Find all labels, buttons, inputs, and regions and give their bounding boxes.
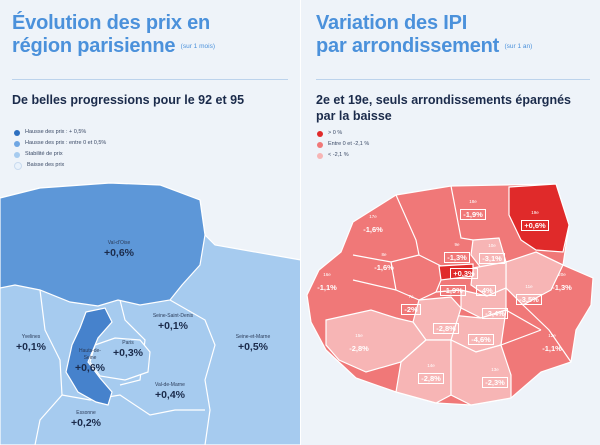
right-legend: > 0 % Entre 0 et -2,1 % < -2,1 % bbox=[317, 128, 369, 161]
right-title-suffix: (sur 1 an) bbox=[504, 43, 533, 51]
arr-borders bbox=[352, 185, 572, 363]
arr-label-11: 11e -3,5% bbox=[511, 284, 547, 307]
arr-label-17: 17e -1,6% bbox=[363, 214, 383, 234]
arr-label-7: 7e -2% bbox=[396, 294, 426, 317]
right-title: Variation des IPI par arrondissement (su… bbox=[316, 12, 532, 58]
left-title-line1: Évolution des prix en bbox=[12, 12, 211, 34]
left-legend-item: Stabilité de prix bbox=[14, 149, 106, 160]
legend-label: Hausse des prix : + 0,5% bbox=[25, 129, 87, 135]
region-hauts-de-seine bbox=[65, 307, 113, 406]
legend-label: Stabilité de prix bbox=[25, 151, 63, 157]
label-val-doise: Val-d'Oise +0,6% bbox=[103, 240, 135, 259]
right-title-line1: Variation des IPI bbox=[316, 12, 468, 34]
legend-swatch bbox=[317, 152, 323, 159]
arr-label-8: 8e -1,6% bbox=[374, 252, 394, 272]
left-legend-item: Baisse des prix bbox=[14, 160, 106, 171]
arr-label-5: 5e-4,6% bbox=[464, 329, 498, 347]
label-val-de-marne: Val-de-Marne +0,4% bbox=[154, 382, 186, 401]
arr-label-19: 19e +0,6% bbox=[517, 210, 553, 233]
left-legend: Hausse des prix : + 0,5% Hausse des prix… bbox=[14, 127, 106, 171]
arr-label-10: 10e -3,1% bbox=[475, 243, 509, 266]
right-subtitle: 2e et 19e, seuls arrondissements épargné… bbox=[316, 93, 571, 123]
legend-label: > 0 % bbox=[328, 130, 343, 136]
ile-de-france-map bbox=[0, 182, 301, 445]
label-seine-saint-denis: Seine-Saint-Denis +0,1% bbox=[152, 313, 194, 332]
left-legend-item: Hausse des prix : entre 0 et 0,5% bbox=[14, 138, 106, 149]
legend-label: Entre 0 et -2,1 % bbox=[328, 141, 370, 147]
arr-label-12: 12e -1,1% bbox=[542, 333, 562, 353]
left-panel: Évolution des prix en région parisienne … bbox=[0, 0, 301, 445]
arr-label-15: 15e -2,8% bbox=[349, 333, 369, 353]
label-essonne: Essonne +0,2% bbox=[70, 410, 102, 429]
right-title-line2: par arrondissement bbox=[316, 35, 500, 57]
legend-label: < -2,1 % bbox=[328, 152, 349, 158]
right-legend-item: < -2,1 % bbox=[317, 150, 369, 161]
left-title-line2: région parisienne bbox=[12, 35, 176, 57]
legend-swatch bbox=[14, 161, 22, 170]
right-legend-item: Entre 0 et -2,1 % bbox=[317, 139, 369, 150]
left-subtitle: De belles progressions pour le 92 et 95 bbox=[12, 93, 245, 107]
left-legend-item: Hausse des prix : + 0,5% bbox=[14, 127, 106, 138]
right-rule bbox=[316, 79, 590, 80]
label-hauts-de-seine: Hauts-de-Seine +0,6% bbox=[74, 348, 106, 374]
arr-label-16: 16e -1,1% bbox=[317, 272, 337, 292]
label-paris: Paris +0,3% bbox=[112, 340, 144, 359]
legend-swatch bbox=[14, 129, 20, 136]
legend-swatch bbox=[14, 151, 20, 158]
arr-label-14: 14e -2,8% bbox=[413, 363, 449, 386]
legend-label: Baisse des prix bbox=[27, 162, 65, 168]
arr-label-3: 3e-4% bbox=[472, 280, 500, 298]
label-yvelines: Yvelines +0,1% bbox=[15, 334, 47, 353]
paris-arrondissements-map bbox=[306, 183, 594, 406]
arr-label-9: 9e -1,3% bbox=[441, 242, 473, 265]
legend-swatch bbox=[14, 140, 20, 147]
arr-label-20: 20e -1,3% bbox=[552, 272, 572, 292]
arr-label-13: 13e -2,3% bbox=[477, 367, 513, 390]
region-borders bbox=[34, 289, 216, 445]
arr-13-shape bbox=[450, 339, 512, 406]
arr-19-shape bbox=[508, 183, 570, 253]
right-legend-item: > 0 % bbox=[317, 128, 369, 139]
arr-label-2: 2e+0,3% bbox=[446, 263, 482, 281]
arr-label-6: 6e-2,8% bbox=[429, 318, 463, 336]
paris-outline bbox=[89, 337, 151, 381]
arr-label-18: 18e -1,9% bbox=[455, 199, 491, 222]
arr-label-1: 1er-1,9% bbox=[437, 280, 469, 298]
arr-label-4: 4e-3,4% bbox=[478, 303, 512, 321]
legend-swatch bbox=[317, 130, 323, 137]
left-title: Évolution des prix en région parisienne … bbox=[12, 12, 215, 58]
legend-label: Hausse des prix : entre 0 et 0,5% bbox=[25, 140, 107, 146]
legend-swatch bbox=[317, 141, 323, 148]
right-panel: Variation des IPI par arrondissement (su… bbox=[301, 0, 600, 445]
label-seine-et-marne: Seine-et-Marne +0,5% bbox=[235, 334, 271, 353]
left-rule bbox=[12, 79, 288, 80]
left-title-suffix: (sur 1 mois) bbox=[180, 43, 215, 51]
